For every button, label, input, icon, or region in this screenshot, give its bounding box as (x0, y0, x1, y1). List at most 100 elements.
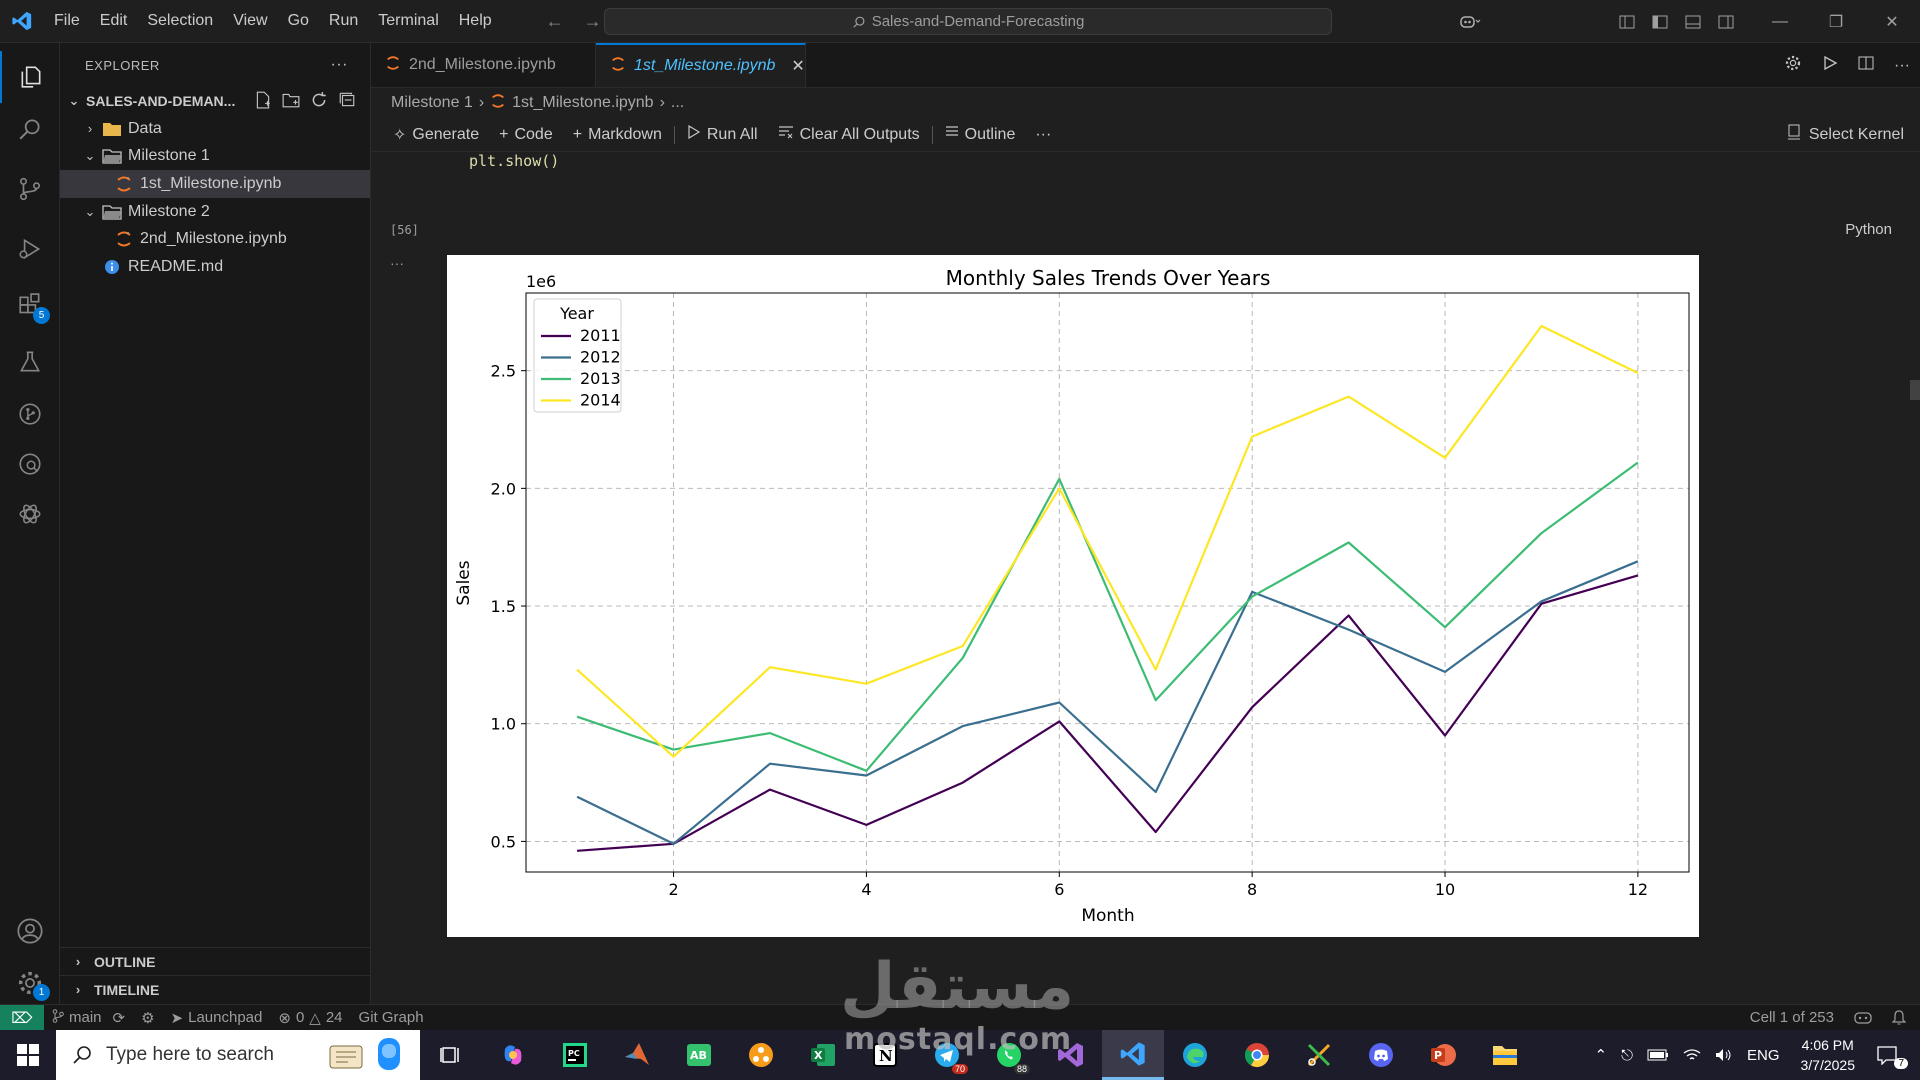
outline-section[interactable]: › OUTLINE (60, 947, 371, 975)
tree-item-milestone-1[interactable]: ⌄ Milestone 1 (60, 143, 370, 171)
remote-explorer-icon[interactable] (0, 438, 60, 490)
menu-terminal[interactable]: Terminal (378, 12, 439, 29)
git-graph-item[interactable]: Git Graph (358, 1009, 424, 1026)
visual-studio-icon[interactable] (1040, 1030, 1102, 1080)
battery-icon[interactable] (1640, 1048, 1676, 1062)
file-explorer-icon[interactable] (1474, 1030, 1536, 1080)
notification-center-icon[interactable]: 7 (1869, 1045, 1920, 1069)
run-debug-icon[interactable] (0, 223, 60, 275)
tree-item-2nd-milestone[interactable]: 2nd_Milestone.ipynb (60, 225, 370, 253)
forward-arrow-icon[interactable]: → (583, 10, 602, 31)
discord-icon[interactable] (1350, 1030, 1412, 1080)
chatgpt-icon[interactable] (0, 488, 60, 540)
wifi-icon[interactable] (1676, 1048, 1708, 1062)
vscode-taskbar-icon[interactable] (1102, 1030, 1164, 1080)
close-tab-icon[interactable]: ✕ (791, 58, 805, 75)
command-center[interactable]: Sales-and-Demand-Forecasting (604, 8, 1332, 35)
scrollbar-thumb[interactable] (1910, 380, 1920, 400)
outline-button[interactable]: Outline (935, 125, 1026, 144)
accounts-icon[interactable] (0, 905, 60, 957)
timeline-section[interactable]: › TIMELINE (60, 975, 371, 1003)
whatsapp-icon[interactable]: 88 (978, 1030, 1040, 1080)
volume-icon[interactable] (1708, 1048, 1740, 1062)
minimize-button[interactable]: — (1772, 12, 1788, 30)
toggle-panel-icon[interactable] (1676, 14, 1709, 30)
new-file-icon[interactable] (254, 91, 272, 112)
launchpad-item[interactable]: ➤ Launchpad (163, 1009, 271, 1027)
toolbar-more-button[interactable]: ··· (1035, 125, 1052, 143)
explorer-icon[interactable] (0, 51, 60, 103)
meet-now-icon[interactable]: ⎋ (1621, 1046, 1633, 1064)
matlab-icon[interactable] (606, 1030, 668, 1080)
add-code-button[interactable]: + Code (489, 126, 563, 144)
menu-run[interactable]: Run (328, 12, 359, 29)
tray-chevron-up-icon[interactable]: ⌃ (1594, 1047, 1608, 1064)
sync-icon[interactable]: ⟳ (112, 1009, 126, 1027)
restore-button[interactable]: ❐ (1828, 13, 1844, 31)
workspace-root[interactable]: ⌄ SALES-AND-DEMAN... (60, 87, 370, 115)
clock[interactable]: 4:06 PM 3/7/2025 (1787, 1035, 1870, 1075)
problems-item[interactable]: ⊗ 0 △ 24 (270, 1009, 350, 1027)
output-more-icon[interactable]: ··· (390, 255, 404, 271)
new-folder-icon[interactable] (282, 91, 300, 112)
cell-info[interactable]: Cell 1 of 253 (1749, 1009, 1834, 1026)
copilot-app-icon[interactable] (482, 1030, 544, 1080)
anaconda-app-icon[interactable]: AB (668, 1030, 730, 1080)
menu-go[interactable]: Go (287, 12, 309, 29)
close-window-button[interactable]: ✕ (1885, 13, 1899, 31)
run-all-button[interactable]: Run All (677, 124, 768, 144)
refresh-icon[interactable] (310, 91, 328, 112)
tab-1st-milestone[interactable]: 1st_Milestone.ipynb ✕ (596, 43, 806, 87)
tree-item-1st-milestone[interactable]: 1st_Milestone.ipynb (60, 170, 370, 198)
code-cell[interactable]: plt.show() (427, 152, 1907, 192)
notifications-bell-icon[interactable] (1884, 1009, 1920, 1026)
windows-start-icon[interactable] (0, 1030, 56, 1080)
select-kernel-button[interactable]: Select Kernel (1787, 124, 1904, 145)
task-view-icon[interactable] (420, 1030, 482, 1080)
notion-icon[interactable]: N (854, 1030, 916, 1080)
breadcrumb-more[interactable]: ... (670, 94, 685, 111)
split-editor-icon[interactable] (1858, 55, 1874, 76)
manage-gear-icon[interactable]: 1 (0, 957, 60, 1009)
remote-indicator-icon[interactable]: ⌦ (0, 1004, 44, 1031)
add-markdown-button[interactable]: + Markdown (563, 126, 672, 144)
taskbar-search-box[interactable]: Type here to search (56, 1030, 420, 1080)
clear-outputs-button[interactable]: Clear All Outputs (768, 125, 930, 144)
pycharm-icon[interactable]: PC (544, 1030, 606, 1080)
toggle-secondary-sidebar-icon[interactable] (1709, 14, 1742, 30)
snipping-tool-icon[interactable] (1288, 1030, 1350, 1080)
back-arrow-icon[interactable]: ← (545, 10, 564, 31)
testing-flask-icon[interactable] (0, 336, 60, 388)
source-control-icon[interactable] (0, 163, 60, 215)
more-actions-icon[interactable]: ··· (1894, 56, 1910, 74)
copilot-icon[interactable] (1440, 14, 1500, 30)
breadcrumb-file[interactable]: 1st_Milestone.ipynb (512, 94, 654, 111)
branch-item[interactable]: main ⟳ (44, 1008, 133, 1027)
git-graph-icon[interactable] (0, 388, 60, 440)
collapse-all-icon[interactable] (338, 91, 356, 112)
tree-item-data[interactable]: › Data (60, 115, 370, 143)
tree-item-readme[interactable]: README.md (60, 253, 370, 281)
powerpoint-icon[interactable]: P (1412, 1030, 1474, 1080)
vscode-logo-icon[interactable] (0, 0, 44, 43)
extensions-icon[interactable]: 5 (0, 280, 60, 332)
menu-view[interactable]: View (233, 12, 268, 29)
tab-2nd-milestone[interactable]: 2nd_Milestone.ipynb (371, 43, 596, 87)
explorer-more-icon[interactable]: ··· (330, 56, 348, 73)
menu-edit[interactable]: Edit (99, 12, 128, 29)
customize-layout-icon[interactable] (1610, 14, 1643, 30)
toggle-sidebar-icon[interactable] (1643, 14, 1676, 30)
settings-gear-icon[interactable] (1784, 54, 1802, 77)
menu-help[interactable]: Help (458, 12, 492, 29)
breadcrumb-folder[interactable]: Milestone 1 (391, 94, 473, 111)
run-icon[interactable] (1822, 55, 1838, 76)
source-control-status-icon[interactable]: ⚙ (141, 1009, 155, 1027)
menu-file[interactable]: File (54, 12, 80, 29)
chrome-icon[interactable] (1226, 1030, 1288, 1080)
tree-item-milestone-2[interactable]: ⌄ Milestone 2 (60, 198, 370, 226)
telegram-icon[interactable]: 70 (916, 1030, 978, 1080)
excel-icon[interactable]: X (792, 1030, 854, 1080)
menu-selection[interactable]: Selection (147, 12, 214, 29)
figma-like-icon[interactable] (730, 1030, 792, 1080)
copilot-status-icon[interactable] (1842, 1011, 1884, 1025)
